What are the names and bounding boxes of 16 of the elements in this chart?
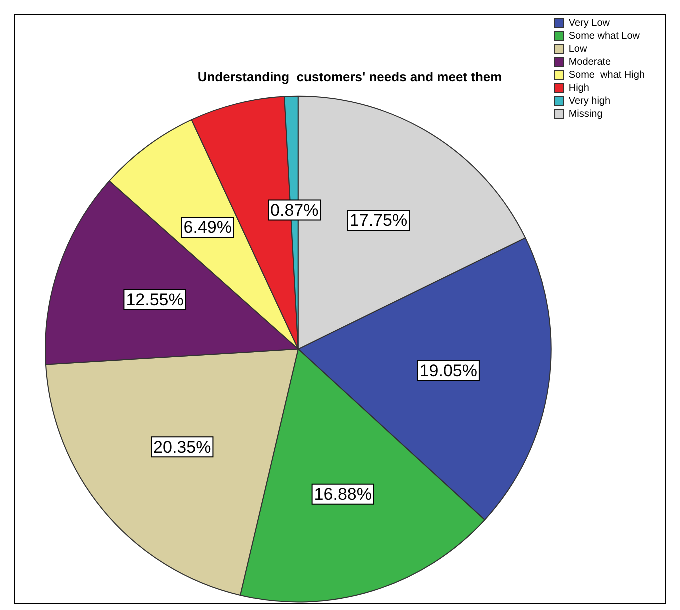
data-label: 12.55% (126, 290, 184, 310)
data-label: 6.49% (184, 218, 232, 238)
legend-label: Low (568, 44, 588, 55)
legend-label: Very Low (568, 18, 611, 29)
data-label: 17.75% (350, 211, 408, 230)
legend-label: Some what High (568, 70, 646, 81)
data-label: 20.35% (154, 438, 212, 457)
data-label: 19.05% (420, 362, 478, 381)
data-label: 0.87% (270, 200, 319, 220)
legend-label: Very high (568, 96, 611, 107)
legend-label: Some what Low (568, 30, 641, 42)
legend-label: Missing (568, 108, 603, 120)
legend-label: High (568, 82, 590, 94)
data-label: 16.88% (314, 485, 372, 504)
legend-label: Moderate (568, 56, 612, 68)
text: Understanding customers' needs and meet them (198, 69, 502, 84)
